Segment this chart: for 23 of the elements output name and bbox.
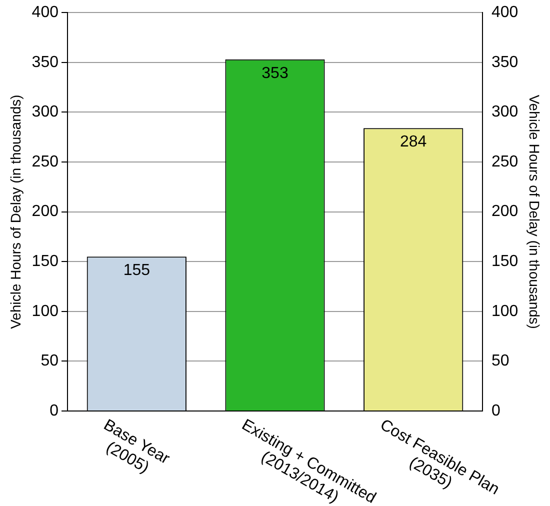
y2-tick-label: 50 — [492, 352, 510, 370]
y2-tick-label: 250 — [492, 153, 518, 170]
y-tick-label: 0 — [50, 402, 59, 420]
y-tick-label: 150 — [32, 253, 59, 270]
y2-tick-label: 200 — [492, 203, 518, 220]
data-label: 155 — [123, 262, 150, 280]
y2-tick-label: 100 — [492, 302, 518, 320]
y-tick-label: 400 — [32, 4, 59, 22]
y-tick-label: 200 — [32, 203, 59, 220]
data-label: 353 — [262, 64, 288, 82]
y2-tick-label: 350 — [492, 54, 518, 71]
y-axis-title: Vehicle Hours of Delay (in thousands) — [7, 94, 24, 329]
y-tick-label: 300 — [32, 104, 59, 121]
y2-axis-title: Vehicle Hours of Delay (in thousands) — [526, 94, 543, 329]
y-tick-label: 100 — [32, 302, 59, 320]
data-label: 284 — [400, 134, 427, 151]
y2-tick-label: 300 — [492, 104, 518, 121]
y-tick-label: 350 — [32, 54, 59, 71]
y2-tick-label: 150 — [492, 253, 518, 270]
y-tick-label: 50 — [40, 352, 59, 370]
y-tick-label: 250 — [32, 153, 59, 170]
y2-tick-label: 0 — [492, 402, 501, 420]
y2-tick-label: 400 — [492, 4, 518, 22]
